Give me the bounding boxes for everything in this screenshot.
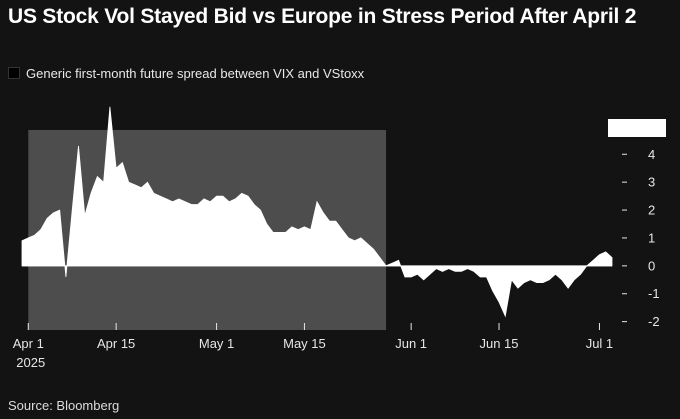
y-tick-label: -2	[648, 314, 660, 329]
x-tick-sublabel: 2025	[16, 355, 45, 370]
legend: Generic first-month future spread betwee…	[8, 66, 364, 81]
x-tick-label: Jul 1	[586, 336, 613, 351]
y-tick-label: 1	[648, 230, 655, 245]
y-tick-label: 2	[648, 203, 655, 218]
x-tick-label: Jun 1	[395, 336, 427, 351]
y-tick-label: -1	[648, 286, 660, 301]
source-note: Source: Bloomberg	[8, 398, 120, 413]
legend-label: Generic first-month future spread betwee…	[26, 66, 365, 81]
y-axis-unit-box	[608, 119, 666, 137]
x-tick-label: Apr 15	[97, 336, 135, 351]
series-area	[21, 106, 613, 318]
y-tick-label: 0	[648, 258, 655, 273]
x-tick-label: May 1	[199, 336, 234, 351]
x-tick-label: May 15	[283, 336, 326, 351]
x-tick-label: Apr 1	[13, 336, 44, 351]
y-tick-label: 4	[648, 147, 655, 162]
chart-title: US Stock Vol Stayed Bid vs Europe in Str…	[8, 5, 637, 28]
y-tick-label: 3	[648, 175, 655, 190]
legend-swatch	[8, 67, 20, 79]
x-tick-label: Jun 15	[479, 336, 518, 351]
